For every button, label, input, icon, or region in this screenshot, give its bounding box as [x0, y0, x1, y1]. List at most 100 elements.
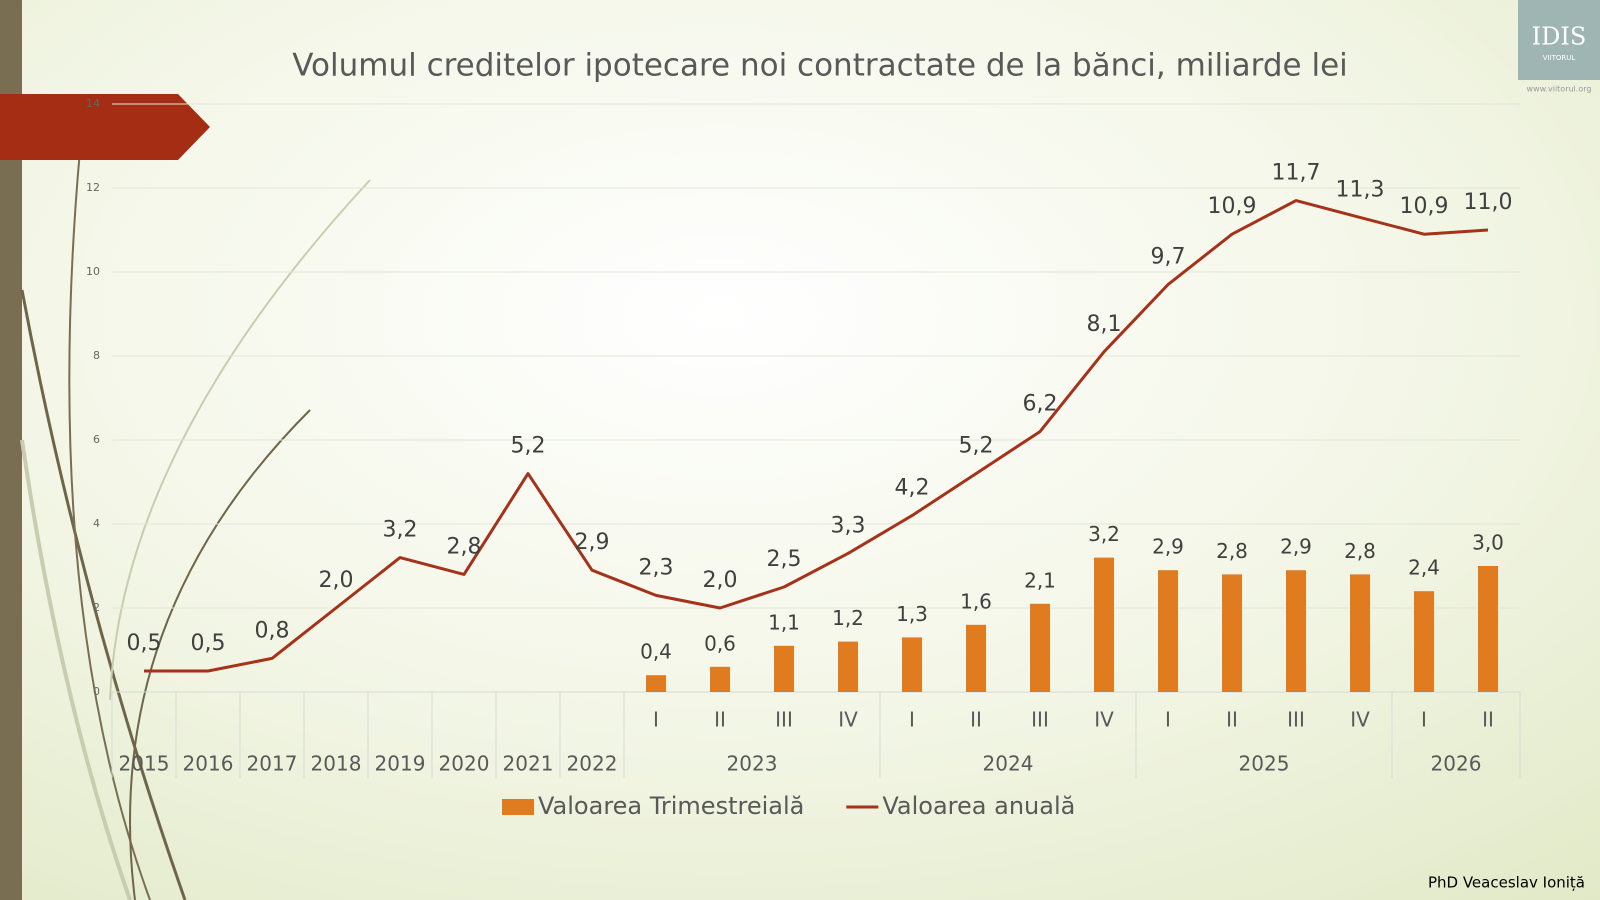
y-tick-label: 6 [93, 433, 100, 446]
value-label: 10,9 [1208, 194, 1257, 219]
value-label: 3,3 [831, 513, 866, 538]
bar [1350, 574, 1370, 692]
decor-curve [20, 289, 187, 900]
value-label: 3,0 [1472, 531, 1504, 555]
bar [1286, 570, 1306, 692]
x-tick-label: 2018 [311, 752, 362, 776]
value-label: 1,2 [832, 606, 864, 630]
value-label: 11,3 [1336, 177, 1385, 202]
x-tick-label: I [653, 708, 659, 732]
x-tick-label: I [1165, 708, 1171, 732]
value-label: 2,8 [447, 534, 482, 559]
value-label: 11,0 [1464, 190, 1513, 215]
x-tick-label: IV [1350, 708, 1370, 732]
x-tick-label: 2019 [375, 752, 426, 776]
bar [902, 637, 922, 692]
legend-swatch [502, 799, 534, 815]
y-tick-label: 4 [93, 517, 100, 530]
value-label: 2,9 [1152, 535, 1184, 559]
x-tick-label: 2017 [247, 752, 298, 776]
bar [966, 624, 986, 692]
value-label: 0,6 [704, 631, 736, 655]
value-label: 2,8 [1216, 539, 1248, 563]
value-label: 3,2 [1088, 522, 1120, 546]
logo-box [1518, 0, 1600, 80]
y-tick-label: 8 [93, 349, 100, 362]
x-tick-label: 2021 [503, 752, 554, 776]
x-tick-label: 2020 [439, 752, 490, 776]
x-tick-label: I [1421, 708, 1427, 732]
decor-curve [129, 409, 311, 900]
value-label: 8,1 [1087, 312, 1122, 337]
value-label: 6,2 [1023, 392, 1058, 417]
bar [1094, 557, 1114, 692]
y-tick-label: 12 [86, 181, 100, 194]
x-tick-label: III [775, 708, 793, 732]
value-label: 10,9 [1400, 194, 1449, 219]
bar [1222, 574, 1242, 692]
arrow-banner [0, 94, 210, 160]
value-label: 2,8 [1344, 539, 1376, 563]
x-tick-label: 2022 [567, 752, 618, 776]
x-tick-label: II [714, 708, 726, 732]
bar [774, 645, 794, 692]
value-label: 11,7 [1272, 161, 1321, 186]
value-label: 0,5 [191, 631, 226, 656]
x-tick-label: III [1031, 708, 1049, 732]
value-label: 1,6 [960, 589, 992, 613]
line [144, 199, 1489, 673]
x-group-label: 2023 [727, 752, 778, 776]
bar [1414, 591, 1434, 692]
author: PhD Veaceslav Ioniță [1428, 874, 1585, 892]
decor-curve [20, 439, 132, 900]
x-tick-label: 2016 [183, 752, 234, 776]
value-label: 2,5 [767, 547, 802, 572]
x-tick-label: II [1226, 708, 1238, 732]
value-label: 0,5 [127, 631, 162, 656]
bar [1158, 570, 1178, 692]
logo-sub: VIITORUL [1543, 54, 1576, 62]
legend-label: Valoarea Trimestreială [538, 792, 804, 820]
x-group-label: 2026 [1431, 752, 1482, 776]
chart-title: Volumul creditelor ipotecare noi contrac… [292, 48, 1348, 84]
bar [710, 666, 730, 692]
x-tick-label: I [909, 708, 915, 732]
bar [838, 641, 858, 692]
bar [1478, 566, 1498, 692]
value-label: 1,3 [896, 602, 928, 626]
y-tick-label: 14 [86, 97, 100, 110]
value-label: 2,3 [639, 555, 674, 580]
value-label: 1,1 [768, 610, 800, 634]
value-label: 2,4 [1408, 556, 1440, 580]
y-tick-label: 2 [93, 601, 100, 614]
x-tick-label: IV [1094, 708, 1114, 732]
value-label: 2,1 [1024, 568, 1056, 592]
side-bar [0, 0, 22, 900]
value-label: 2,0 [319, 568, 354, 593]
logo: IDIS [1532, 23, 1587, 51]
value-label: 3,2 [383, 518, 418, 543]
x-tick-label: II [1482, 708, 1494, 732]
value-label: 2,9 [1280, 535, 1312, 559]
value-label: 2,0 [703, 568, 738, 593]
y-tick-label: 10 [86, 265, 100, 278]
value-label: 0,8 [255, 618, 290, 643]
logo-url: www.viitorul.org [1527, 85, 1592, 94]
value-label: 5,2 [511, 434, 546, 459]
value-label: 9,7 [1151, 245, 1186, 270]
x-tick-label: II [970, 708, 982, 732]
x-tick-label: 2015 [119, 752, 170, 776]
x-group-label: 2025 [1239, 752, 1290, 776]
x-tick-label: III [1287, 708, 1305, 732]
x-tick-label: IV [838, 708, 858, 732]
value-label: 5,2 [959, 434, 994, 459]
value-label: 4,2 [895, 476, 930, 501]
bar [646, 675, 666, 692]
value-label: 2,9 [575, 530, 610, 555]
bar [1030, 603, 1050, 692]
value-label: 0,4 [640, 640, 672, 664]
y-tick-label: 0 [93, 685, 100, 698]
